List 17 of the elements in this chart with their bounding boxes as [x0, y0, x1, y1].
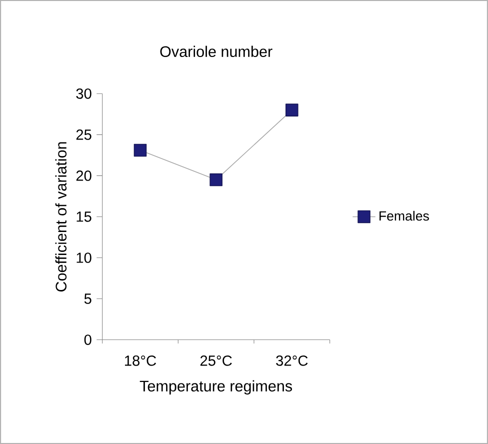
y-tick-label: 15 — [76, 212, 92, 222]
x-tick-label: 32°C — [276, 355, 308, 366]
y-tick-label: 30 — [76, 88, 92, 99]
point — [210, 173, 222, 186]
x-axis-title: Temperature regimens — [140, 380, 292, 395]
legend-label: Females — [380, 210, 429, 221]
y-tick-label: 5 — [84, 294, 92, 304]
y-axis-title: Coefficient of variation — [55, 142, 67, 292]
point — [134, 144, 147, 157]
x-tick-label: 18°C — [124, 355, 156, 366]
x-tick-label: 25°C — [200, 355, 232, 366]
y-tick-label: 20 — [76, 170, 92, 181]
y-tick-label: 10 — [76, 252, 92, 263]
chart-title: Ovariole number — [160, 46, 272, 57]
y-tick-label: 25 — [76, 129, 92, 140]
point — [286, 104, 298, 116]
y-tick-label: 0 — [84, 334, 92, 345]
